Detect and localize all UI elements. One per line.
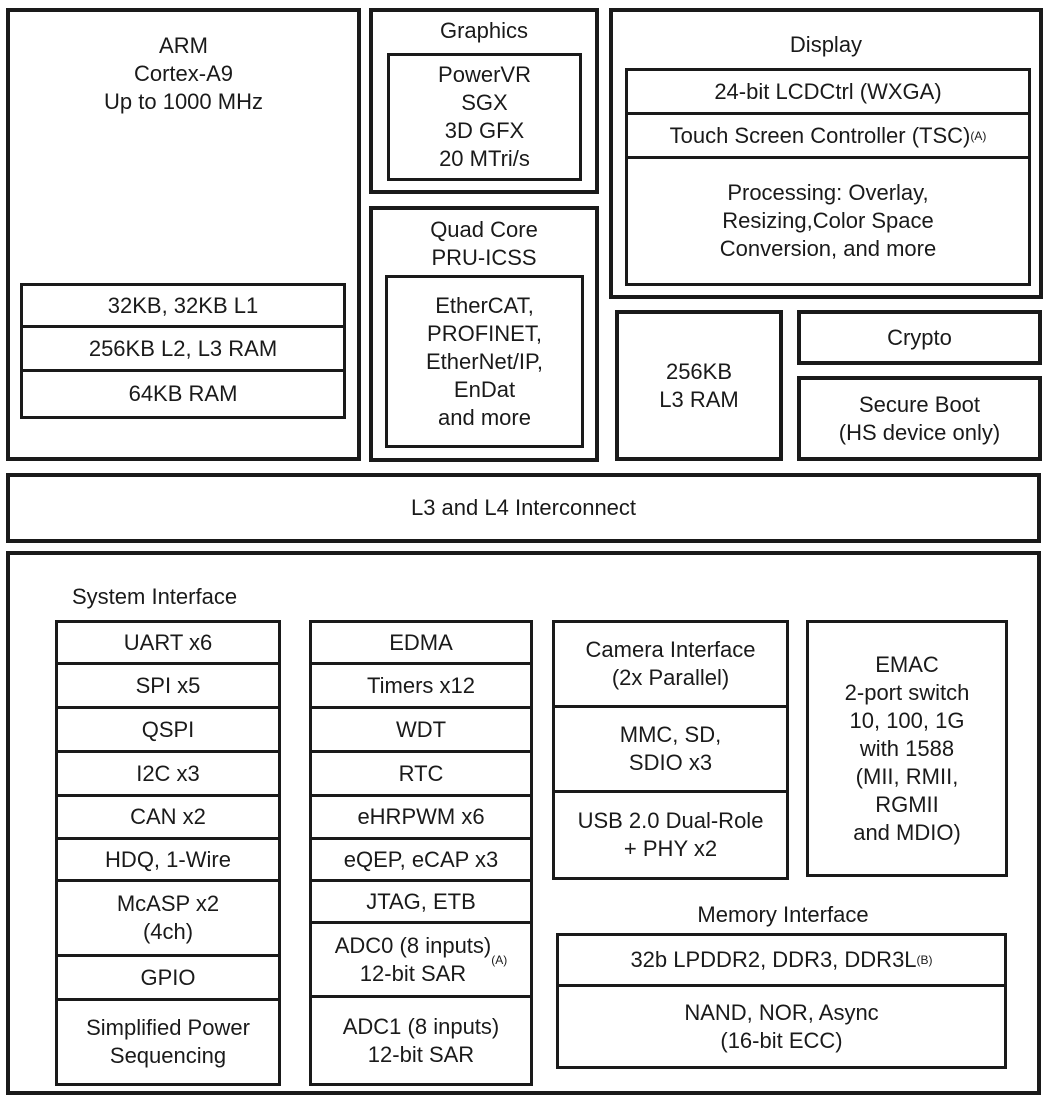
memory-interface-label: Memory Interface (697, 902, 869, 927)
col1-item: UART x6 (55, 620, 281, 665)
col1-item: SPI x5 (55, 662, 281, 709)
col3-item: USB 2.0 Dual-Role + PHY x2 (552, 790, 789, 880)
arm-l1-cache: 32KB, 32KB L1 (20, 283, 346, 328)
col2-item: JTAG, ETB (309, 879, 533, 924)
col1-item: I2C x3 (55, 750, 281, 797)
col1-item: GPIO (55, 954, 281, 1001)
arm-title: ARM Cortex-A9 Up to 1000 MHz (104, 33, 263, 114)
col1-item: HDQ, 1-Wire (55, 837, 281, 882)
adc0-note: (A) (491, 952, 508, 967)
lcd-controller: 24-bit LCDCtrl (WXGA) (625, 68, 1031, 115)
col2-item: EDMA (309, 620, 533, 665)
tsc-label: Touch Screen Controller (TSC) (669, 122, 971, 148)
ddr-label: 32b LPDDR2, DDR3, DDR3L (630, 947, 917, 972)
arm-ram: 64KB RAM (20, 369, 346, 419)
col2-item: eQEP, eCAP x3 (309, 837, 533, 882)
ddr-interface: 32b LPDDR2, DDR3, DDR3L (B) (556, 933, 1007, 987)
secure-boot-block: Secure Boot (HS device only) (797, 376, 1042, 461)
col1-item: CAN x2 (55, 794, 281, 840)
col3-item: MMC, SD, SDIO x3 (552, 705, 789, 793)
col2-item: ADC0 (8 inputs) 12-bit SAR (A) (309, 921, 533, 998)
system-interface-label: System Interface (72, 584, 238, 609)
col2-item: eHRPWM x6 (309, 794, 533, 840)
col1-item: McASP x2 (4ch) (55, 879, 281, 957)
col1-item: QSPI (55, 706, 281, 753)
col2-item: RTC (309, 750, 533, 797)
interconnect-bar: L3 and L4 Interconnect (6, 473, 1041, 543)
display-title: Display (789, 32, 863, 57)
display-processing: Processing: Overlay, Resizing,Color Spac… (625, 156, 1031, 286)
pru-title: Quad Core PRU-ICSS (430, 217, 538, 270)
col1-item: Simplified Power Sequencing (55, 998, 281, 1086)
l3-ram-block: 256KB L3 RAM (615, 310, 783, 461)
crypto-block: Crypto (797, 310, 1042, 365)
tsc-note: (A) (970, 128, 987, 143)
col2-item: Timers x12 (309, 662, 533, 709)
emac-block: EMAC 2-port switch 10, 100, 1G with 1588… (806, 620, 1008, 877)
graphics-title: Graphics (439, 18, 529, 43)
graphics-core: PowerVR SGX 3D GFX 20 MTri/s (387, 53, 582, 181)
col2-item: WDT (309, 706, 533, 753)
col3-item: Camera Interface (2x Parallel) (552, 620, 789, 708)
nand-interface: NAND, NOR, Async (16-bit ECC) (556, 984, 1007, 1069)
touch-screen-controller: Touch Screen Controller (TSC) (A) (625, 112, 1031, 159)
pru-protocols: EtherCAT, PROFINET, EtherNet/IP, EnDat a… (385, 275, 584, 448)
arm-l2-cache: 256KB L2, L3 RAM (20, 325, 346, 372)
col2-item: ADC1 (8 inputs) 12-bit SAR (309, 995, 533, 1086)
ddr-note: (B) (916, 953, 933, 967)
